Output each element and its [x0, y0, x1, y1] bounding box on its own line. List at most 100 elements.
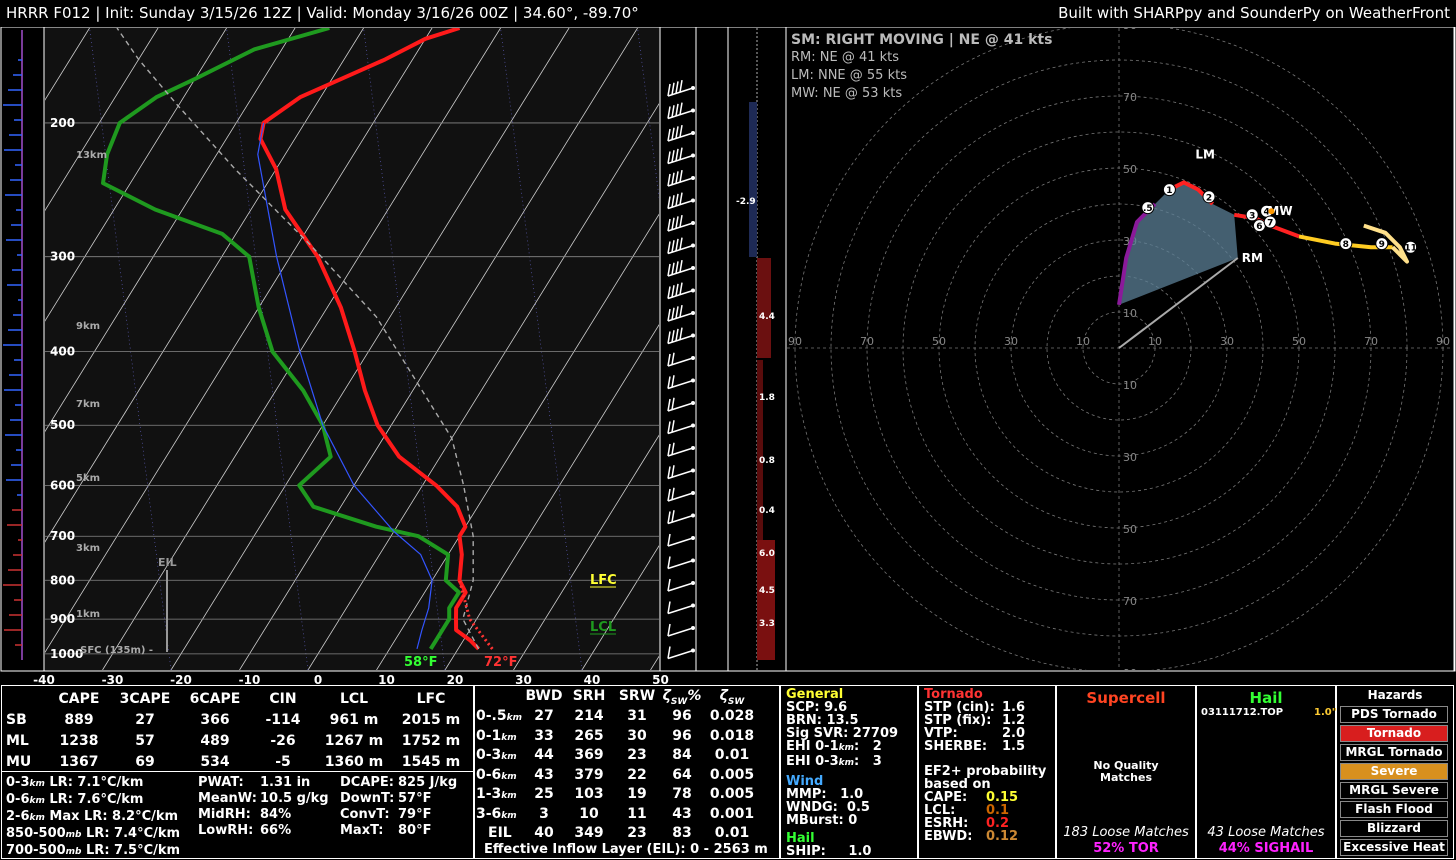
barb-flag: [675, 306, 679, 319]
credit-text: Built with SHARPpy and SounderPy on Weat…: [1058, 4, 1450, 22]
table-row: SB 889 27 366 -114 961 m 2015 m: [6, 709, 468, 730]
kin-header-cell: ζSW: [719, 688, 745, 707]
kv-key: MeanW:: [198, 791, 257, 806]
table-row: 0-1km 33 265 30 96 0.018: [476, 728, 760, 748]
hazard-item: MRGL Tornado: [1340, 744, 1448, 761]
hodo-point-label: 1: [1166, 186, 1172, 196]
left-bars: [3, 30, 23, 660]
kin-header-cell: ζSW%: [662, 688, 702, 707]
cell: 84: [672, 747, 692, 763]
hail-match: 03111712.TOP: [1201, 707, 1284, 718]
cell: 11: [627, 805, 647, 822]
lapse-unit: km: [29, 813, 45, 823]
hodo-point-label: 9: [1379, 240, 1385, 250]
vort-label: 6.0: [759, 549, 775, 559]
barb-flag: [671, 240, 675, 253]
kin-row-label: 0-3km: [476, 747, 517, 763]
kin-row-label: 1-3km: [476, 786, 517, 802]
lapse-value: 7.1°C/km: [77, 775, 144, 790]
hazard-item: Tornado: [1340, 725, 1448, 742]
cell: 0.01: [714, 825, 750, 841]
hdr-lcl: LCL: [339, 690, 369, 707]
brn-line: BRN: 13.5: [786, 713, 859, 728]
temp-tick: -40: [33, 673, 55, 685]
kv-row: PWAT: 1.31 in: [198, 775, 329, 791]
vorticity-bars: -2.9 4.4 1.8 0.8 0.4 6.0 4.5 3.3: [736, 28, 775, 670]
lapse-value: 7.5°C/km: [114, 843, 181, 858]
ehi03-value: 3: [872, 754, 882, 769]
motion-label: RM: [1242, 251, 1263, 265]
pressure-label: 700: [50, 529, 75, 543]
hail-pct: 44% SIGHAIL: [1218, 841, 1314, 856]
ehi03-label: EHI 0-3: [786, 754, 839, 769]
hdr-6cape: 6CAPE: [189, 690, 241, 707]
table-row: 0-3km 44 369 23 84 0.01: [476, 747, 760, 767]
hazard-item: Blizzard: [1340, 820, 1448, 837]
km-sub: km: [501, 810, 517, 821]
barb-flag: [671, 172, 675, 185]
lapse-suffix: LR:: [44, 775, 78, 790]
lapse-row: 850-500mb LR: 7.4°C/km: [6, 826, 180, 843]
table-row: MU 1367 69 534 -5 1360 m 1545 m: [6, 751, 468, 772]
barb-shaft: [667, 649, 694, 660]
cell: 83: [672, 825, 692, 841]
height-label: 5km: [76, 473, 100, 484]
kv-value: 79°F: [398, 807, 432, 822]
table-row: ML 1238 57 489 -26 1267 m 1752 m: [6, 730, 468, 751]
hodo-point-label: 8: [1343, 240, 1349, 250]
isotherm-line: [170, 28, 570, 670]
km-sub: km: [501, 732, 517, 743]
tornado-key: SHERBE:: [924, 739, 988, 754]
ship-line: SHIP: 1.0: [786, 844, 872, 859]
misc1-block: PWAT: 1.31 in MeanW: 10.5 g/kg MidRH: 84% LowR…: [198, 775, 329, 839]
kv-key: DownT:: [340, 791, 395, 806]
prob-value: 0.15: [986, 790, 1019, 805]
barb-flag: [671, 420, 675, 433]
barb-flag: [671, 262, 675, 275]
ring-label: 90: [788, 335, 802, 348]
cell: 96: [672, 727, 692, 744]
row-label: MU: [6, 753, 32, 770]
hdr-cape: CAPE: [58, 690, 100, 707]
sfc-dewpoint: 58°F: [404, 655, 437, 670]
barb-flag: [667, 173, 671, 187]
cell: 265: [574, 727, 604, 744]
cell: 27: [135, 711, 155, 728]
hail-panel-title: Hail: [1249, 689, 1283, 707]
isotherms: [45, 28, 659, 670]
hazard-item: MRGL Severe: [1340, 782, 1448, 799]
lfc-label: LFC: [590, 573, 617, 588]
cell: 40: [534, 825, 554, 841]
temp-tick: -20: [170, 673, 192, 685]
kv-row: ConvT: 79°F: [340, 807, 457, 823]
barb-flag: [675, 328, 679, 342]
hodo-point: [1404, 240, 1418, 254]
lapse-row: 700-500mb LR: 7.5°C/km: [6, 843, 180, 860]
cell: 33: [534, 727, 554, 744]
ring-label: 70: [1364, 335, 1378, 348]
barb-flag: [667, 443, 671, 457]
table-row: 0-.5km 27 214 31 96 0.028: [476, 708, 760, 728]
prob-value: 0.1: [986, 803, 1010, 818]
kv-value: 57°F: [398, 791, 432, 806]
ehi01-line: EHI 0-1km: 2: [786, 739, 882, 754]
ring-label: 90: [1123, 27, 1137, 32]
barb-flag: [667, 128, 671, 142]
hazard-item: PDS Tornado: [1340, 706, 1448, 723]
tornado-panel: [918, 685, 1056, 859]
cell: -26: [270, 732, 296, 749]
barb-flag: [667, 556, 671, 569]
hodo-point-label: 2: [1206, 193, 1212, 203]
temp-tick: 30: [515, 673, 532, 685]
cell: 23: [627, 747, 647, 763]
kv-value: 825 J/kg: [398, 775, 458, 790]
cell: 1267 m: [324, 732, 384, 749]
prob-key: ESRH:: [924, 816, 969, 831]
sigsvr-line: Sig SVR: 27709: [786, 726, 899, 741]
barb-flag: [667, 151, 671, 164]
table-row: 0-6km 43 379 22 64 0.005: [476, 767, 760, 787]
lapse-row: 0-6km LR: 7.6°C/km: [6, 792, 180, 809]
km-sub: km: [501, 771, 517, 782]
barb-flag: [667, 398, 671, 412]
kv-key: PWAT:: [198, 775, 244, 790]
